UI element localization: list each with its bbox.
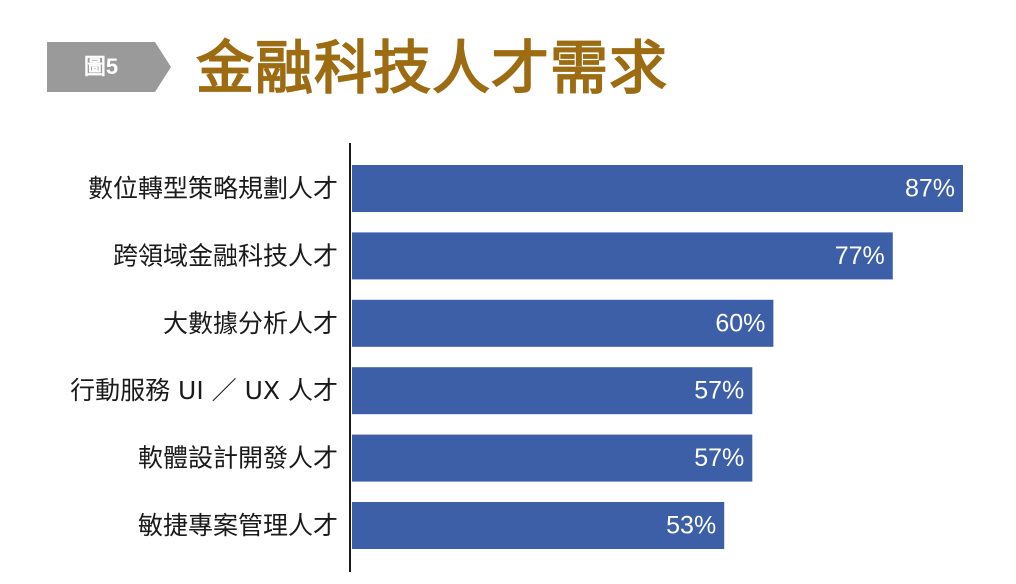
data-label: 53% [666, 512, 716, 540]
category-label: 軟體設計開發人才 [138, 444, 338, 473]
category-label: 行動服務 UI ／ UX 人才 [70, 376, 338, 405]
data-label: 60% [715, 309, 765, 337]
category-label: 數位轉型策略規劃人才 [88, 174, 338, 203]
figure-badge: 圖5 [47, 42, 171, 92]
figure-number: 圖5 [83, 54, 119, 79]
bar [352, 434, 753, 482]
bar [352, 502, 725, 549]
bar [352, 299, 774, 347]
bar [352, 232, 893, 280]
badge-arrow-shape [47, 42, 171, 92]
data-label: 87% [905, 175, 955, 203]
bar [352, 367, 753, 415]
category-label: 大數據分析人才 [163, 309, 338, 338]
category-label: 跨領域金融科技人才 [113, 241, 338, 270]
category-label: 敏捷專案管理人才 [138, 511, 338, 540]
data-label: 77% [835, 242, 885, 270]
chart-title: 金融科技人才需求 [196, 34, 669, 102]
data-label: 57% [694, 377, 744, 405]
data-label: 57% [694, 444, 744, 472]
bar [352, 165, 963, 212]
